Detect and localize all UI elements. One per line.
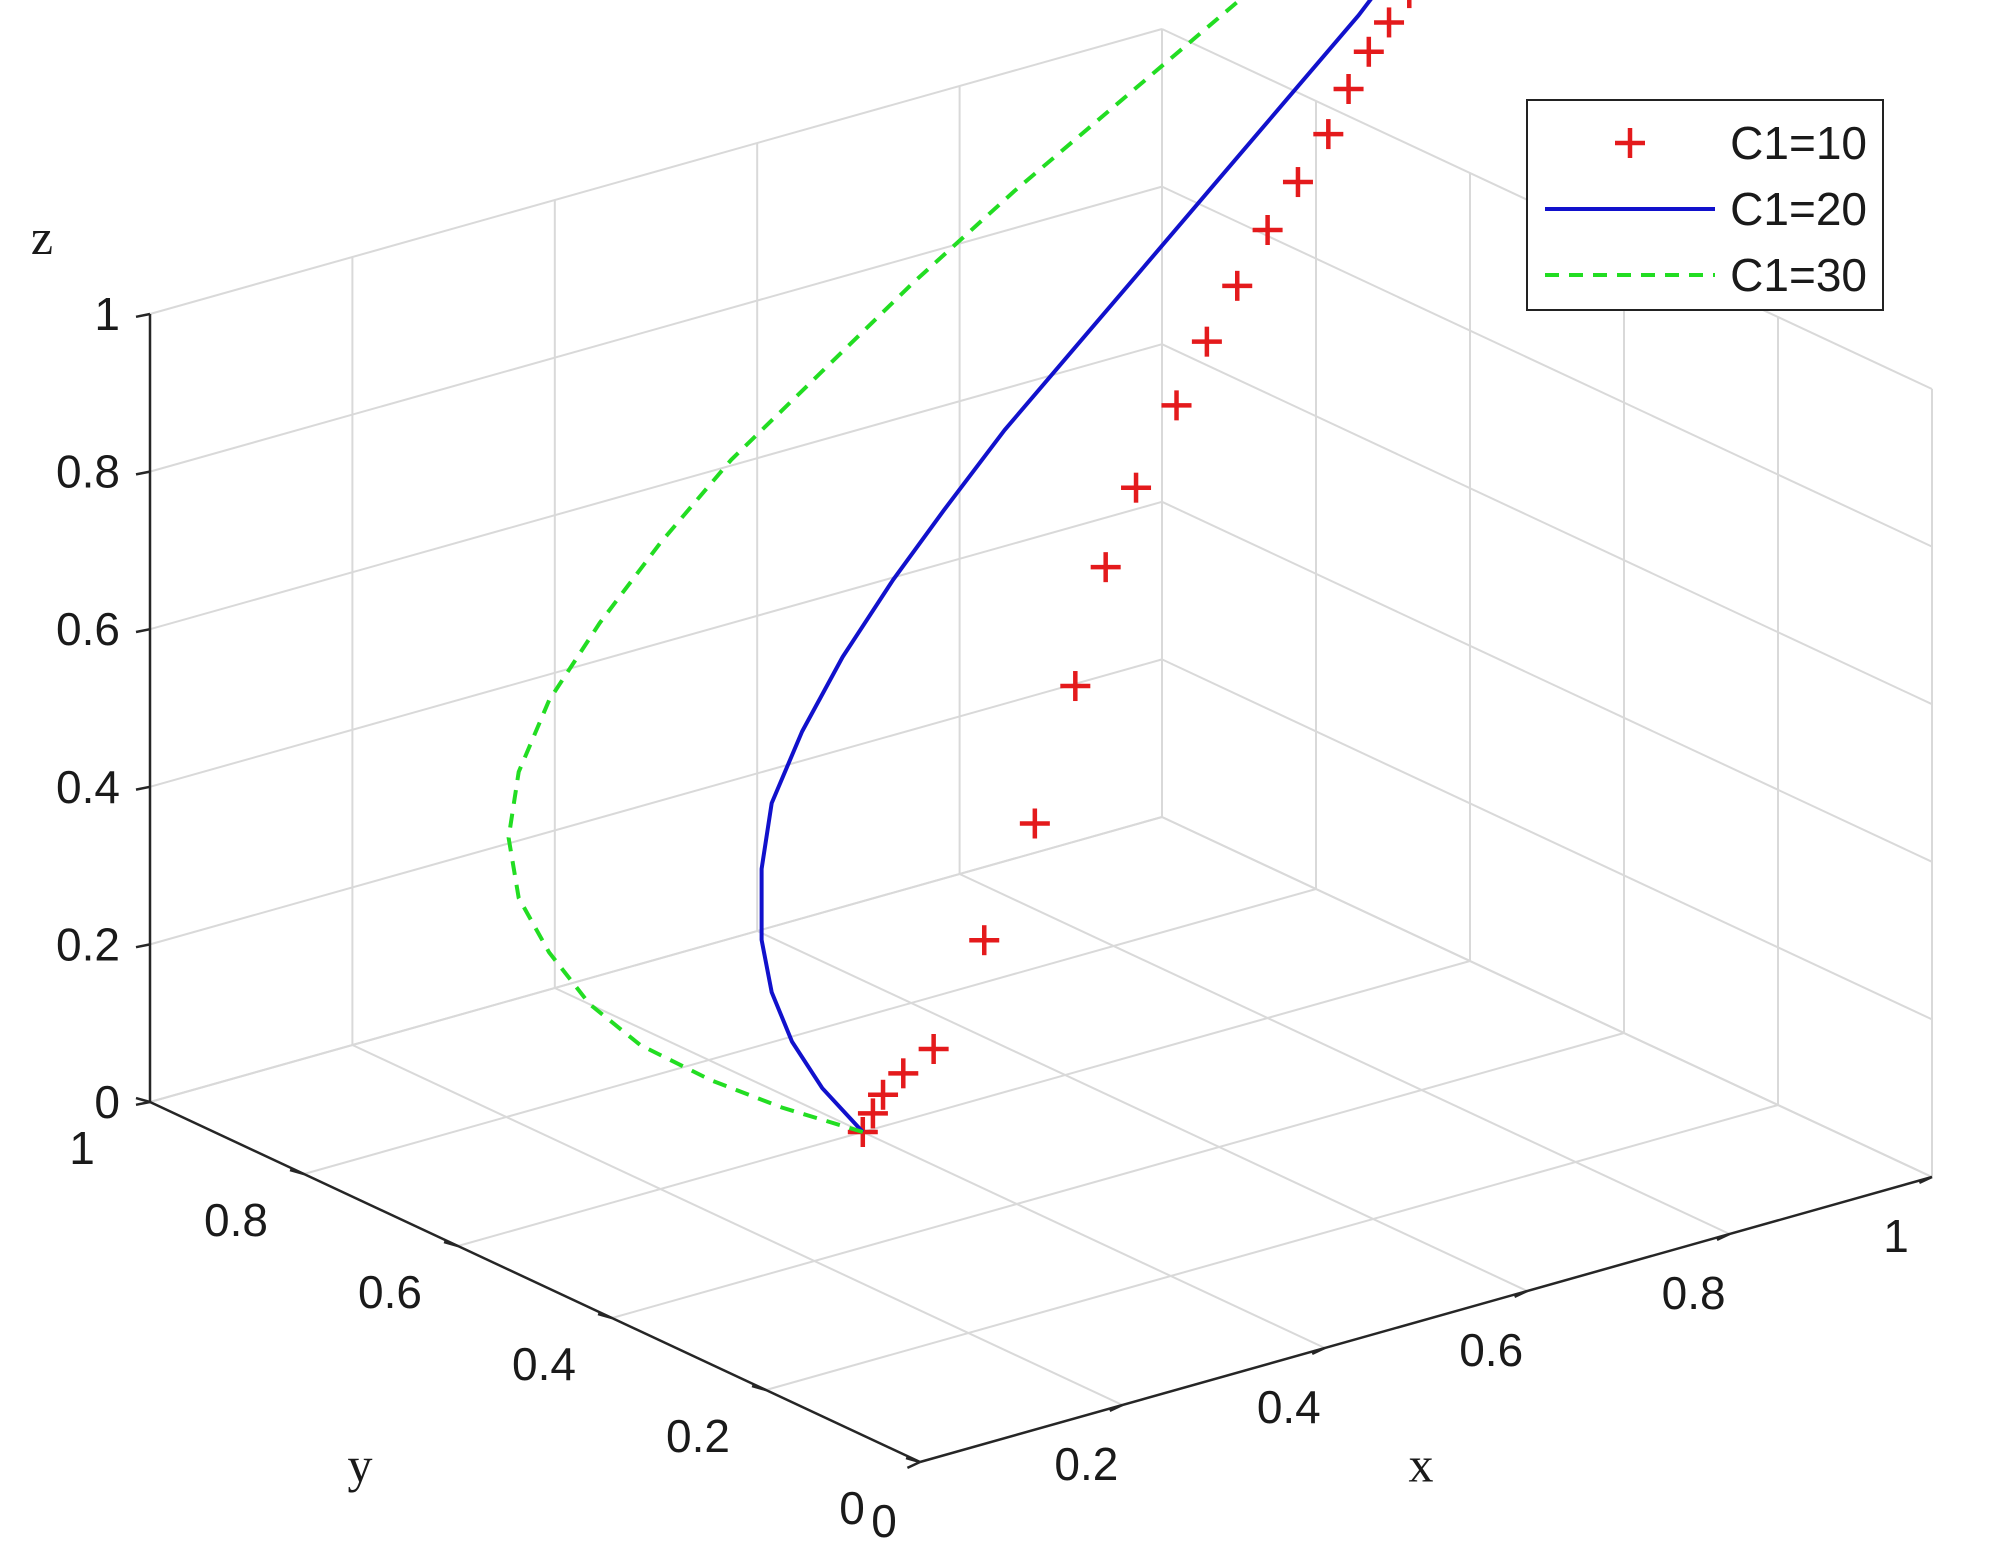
series-0-point	[868, 1079, 899, 1110]
series-0-point	[1161, 390, 1192, 421]
series-0-point	[1313, 119, 1344, 150]
series-0-point	[1222, 270, 1253, 301]
x-tick-label: 0.4	[1257, 1381, 1321, 1433]
series-0-point	[1060, 671, 1091, 702]
y-axis-label: y	[348, 1437, 373, 1493]
y-tick	[443, 1240, 459, 1248]
floor-grid-line	[554, 987, 1326, 1349]
y-tick-label: 0	[839, 1482, 865, 1534]
z-tick-label: 0.8	[56, 446, 120, 498]
z-tick-label: 1	[94, 288, 120, 340]
wall-grid-line	[149, 816, 1163, 1103]
z-tick	[135, 627, 151, 634]
wall-grid-line	[1161, 185, 1933, 548]
wall-grid-line	[149, 500, 1163, 788]
x-tick-label: 0.8	[1662, 1267, 1726, 1319]
z-tick-label: 0.4	[56, 761, 120, 813]
series-1-line	[759, 0, 1373, 1134]
y-tick-label: 0.6	[358, 1266, 422, 1318]
wall-grid-line	[149, 28, 1163, 315]
z-tick	[135, 470, 151, 476]
floor-grid-line	[756, 930, 1528, 1292]
floor-grid-line	[611, 1032, 1625, 1319]
floor-grid-line	[765, 1104, 1779, 1391]
y-tick	[597, 1312, 613, 1320]
x-axis-label: x	[1409, 1437, 1434, 1493]
wall-grid-line	[1161, 500, 1933, 863]
y-tick	[289, 1168, 305, 1176]
wall-grid-line	[149, 185, 1163, 473]
y-tick	[751, 1384, 767, 1392]
y-tick-label: 0.2	[666, 1410, 730, 1462]
series-0-point	[1374, 7, 1405, 38]
series-0-point	[1282, 167, 1313, 198]
series-0-point	[1121, 472, 1152, 503]
series-0-point	[857, 1098, 888, 1129]
series-0-point	[969, 925, 1000, 956]
floor-grid-line	[959, 873, 1731, 1235]
series-0-point	[1090, 552, 1121, 583]
z-tick	[135, 312, 151, 319]
wall-grid-line	[149, 343, 1163, 631]
wall-grid-line	[1161, 816, 1933, 1178]
legend-label-1: C1=20	[1730, 183, 1867, 235]
z-tick-label: 0.6	[56, 603, 120, 655]
wall-grid-line	[149, 658, 1163, 946]
legend-box	[1526, 99, 1884, 311]
legend-label-2: C1=30	[1730, 249, 1867, 301]
x-tick	[1109, 1403, 1123, 1413]
z-axis-label: z	[31, 209, 53, 265]
z-tick	[135, 943, 151, 949]
wall-grid-line	[1161, 658, 1933, 1021]
x-tick-label: 1	[1883, 1210, 1909, 1262]
wall-grid-line	[1161, 343, 1933, 706]
x-tick-label: 0.6	[1459, 1324, 1523, 1376]
series-0-point	[888, 1058, 919, 1089]
y-tick	[905, 1456, 921, 1464]
y-axis-line	[149, 1100, 921, 1464]
z-tick-label: 0.2	[56, 918, 120, 970]
series-2-line	[506, 0, 1243, 1134]
floor-grid-line	[457, 960, 1471, 1247]
y-tick-label: 0.4	[512, 1338, 576, 1390]
x-tick-label: 0.2	[1054, 1438, 1118, 1490]
x-tick	[1716, 1232, 1731, 1242]
y-tick-label: 0.8	[204, 1194, 268, 1246]
legend-marker-0	[1615, 128, 1645, 158]
x-axis-line	[919, 1175, 1933, 1464]
series-0-point	[1333, 74, 1364, 104]
legend: C1=10 C1=20 C1=30	[1526, 99, 1884, 311]
series-0-point	[1252, 215, 1283, 245]
x-tick	[1311, 1346, 1326, 1356]
x-tick-label: 0	[871, 1495, 897, 1547]
series-0-point	[918, 1034, 949, 1065]
axes	[135, 312, 1933, 1470]
floor-grid-line	[351, 1044, 1123, 1406]
x-tick	[1514, 1289, 1528, 1299]
floor-grid-line	[303, 888, 1317, 1175]
y-tick-label: 1	[69, 1122, 95, 1174]
z-tick	[135, 785, 151, 791]
legend-label-0: C1=10	[1730, 117, 1867, 169]
series-0-point	[1019, 808, 1050, 839]
series-layer	[506, 0, 1412, 1147]
z-tick-label: 0	[94, 1076, 120, 1128]
series-0-point	[1191, 326, 1222, 357]
x-tick	[906, 1460, 921, 1470]
series-0-point	[1407, 0, 1412, 9]
y-tick	[135, 1096, 151, 1104]
x-tick	[1918, 1175, 1933, 1185]
tick-labels: 00.20.40.60.8100.20.40.60.8100.20.40.60.…	[31, 209, 1909, 1547]
series-0-point	[1353, 36, 1384, 67]
